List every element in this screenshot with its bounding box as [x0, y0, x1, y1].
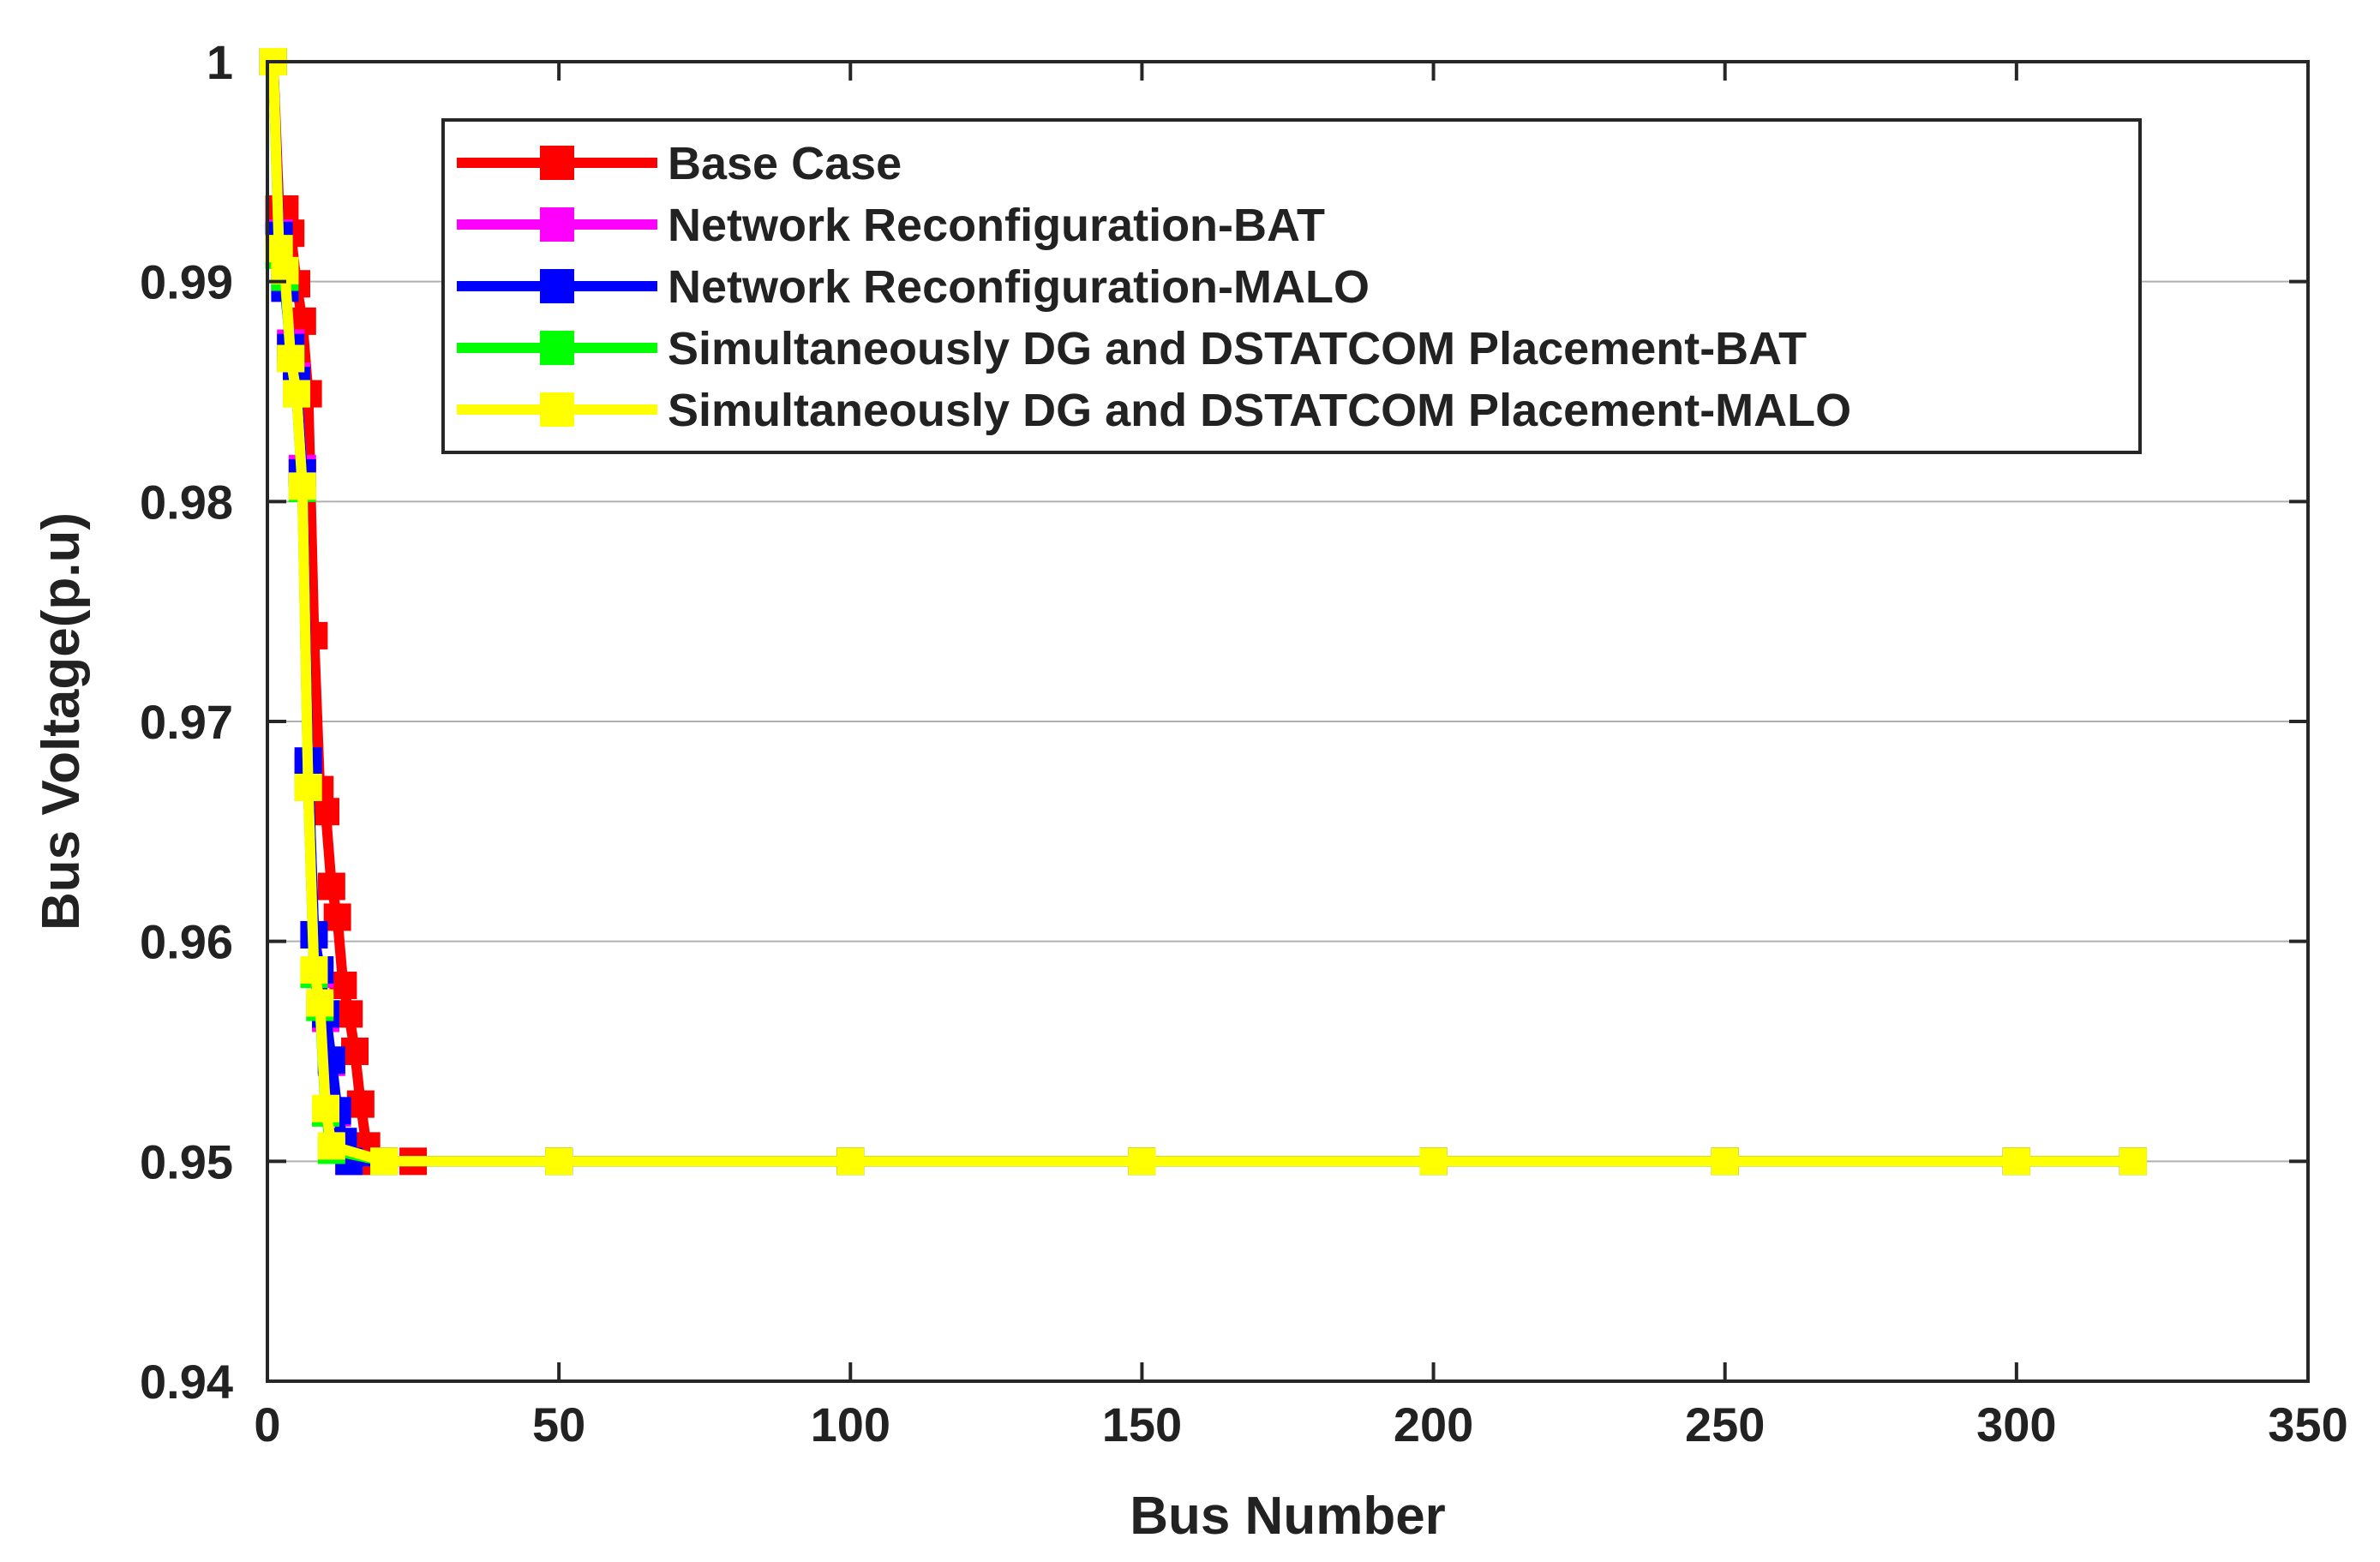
- legend-swatch-marker: [540, 331, 574, 365]
- legend-label: Network Reconfiguration-MALO: [668, 261, 1370, 313]
- legend-item: Network Reconfiguration-BAT: [457, 200, 1325, 251]
- y-tick-labels: 0.94 0.95 0.96 0.97 0.98 0.99 1: [140, 35, 233, 1409]
- data-point: [335, 1000, 363, 1028]
- data-point: [323, 903, 351, 931]
- x-tick-label: 350: [2268, 1397, 2347, 1451]
- data-point: [341, 1038, 369, 1065]
- data-point: [545, 1147, 573, 1176]
- legend-item: Base Case: [457, 138, 902, 189]
- legend: Base Case Network Reconfiguration-BAT Netw…: [441, 118, 2142, 454]
- series-5: [259, 48, 2147, 1176]
- legend-swatch-marker: [540, 392, 574, 427]
- x-tick-label: 100: [811, 1397, 890, 1451]
- legend-item: Network Reconfiguration-MALO: [457, 261, 1370, 313]
- y-axis-title: Bus Voltage(p.u): [32, 512, 91, 931]
- legend-swatch-marker: [540, 146, 574, 180]
- data-point: [306, 989, 334, 1017]
- y-tick-label: 0.97: [140, 695, 233, 749]
- series-group: [259, 48, 2147, 1176]
- data-point: [312, 1094, 340, 1122]
- axis-ticks: [266, 60, 2310, 1383]
- x-axis-title: Bus Number: [1130, 1487, 1446, 1546]
- data-point: [2002, 1147, 2030, 1176]
- x-tick-labels: 0 50 100 150 200 250 300 350: [254, 1397, 2347, 1451]
- legend-swatch-marker: [540, 269, 574, 303]
- x-tick-label: 300: [1976, 1397, 2056, 1451]
- data-point: [317, 1132, 345, 1160]
- legend-item: Simultaneously DG and DSTATCOM Placement…: [457, 323, 1807, 374]
- data-point: [317, 872, 345, 901]
- data-point: [1128, 1147, 1156, 1176]
- x-tick-label: 50: [532, 1397, 585, 1451]
- data-point: [283, 380, 311, 408]
- data-point: [288, 472, 316, 500]
- y-tick-label: 0.96: [140, 915, 233, 969]
- y-tick-label: 0.94: [140, 1355, 233, 1409]
- data-point: [836, 1147, 865, 1176]
- y-tick-label: 0.99: [140, 255, 233, 309]
- data-point: [271, 256, 299, 284]
- y-tick-label: 0.95: [140, 1134, 233, 1188]
- data-point: [312, 798, 340, 826]
- legend-box: [441, 118, 2142, 454]
- legend-item: Simultaneously DG and DSTATCOM Placement…: [457, 385, 1851, 436]
- data-point: [329, 972, 357, 999]
- legend-label: Simultaneously DG and DSTATCOM Placement…: [668, 323, 1807, 374]
- data-point: [370, 1147, 399, 1176]
- data-point: [1419, 1147, 1448, 1176]
- legend-label: Base Case: [668, 138, 902, 189]
- data-point: [294, 774, 322, 801]
- x-tick-label: 0: [254, 1397, 280, 1451]
- legend-label: Network Reconfiguration-BAT: [668, 200, 1325, 251]
- legend-label: Simultaneously DG and DSTATCOM Placement…: [668, 385, 1851, 436]
- data-point: [300, 956, 328, 984]
- y-tick-label: 1: [207, 35, 233, 89]
- x-tick-label: 200: [1394, 1397, 1473, 1451]
- data-point: [2119, 1147, 2147, 1176]
- data-point: [277, 344, 305, 373]
- y-tick-label: 0.98: [140, 475, 233, 529]
- data-point: [1711, 1147, 1739, 1176]
- data-point: [346, 1090, 375, 1118]
- x-tick-label: 150: [1102, 1397, 1182, 1451]
- x-tick-label: 250: [1685, 1397, 1765, 1451]
- legend-swatch-marker: [540, 207, 574, 242]
